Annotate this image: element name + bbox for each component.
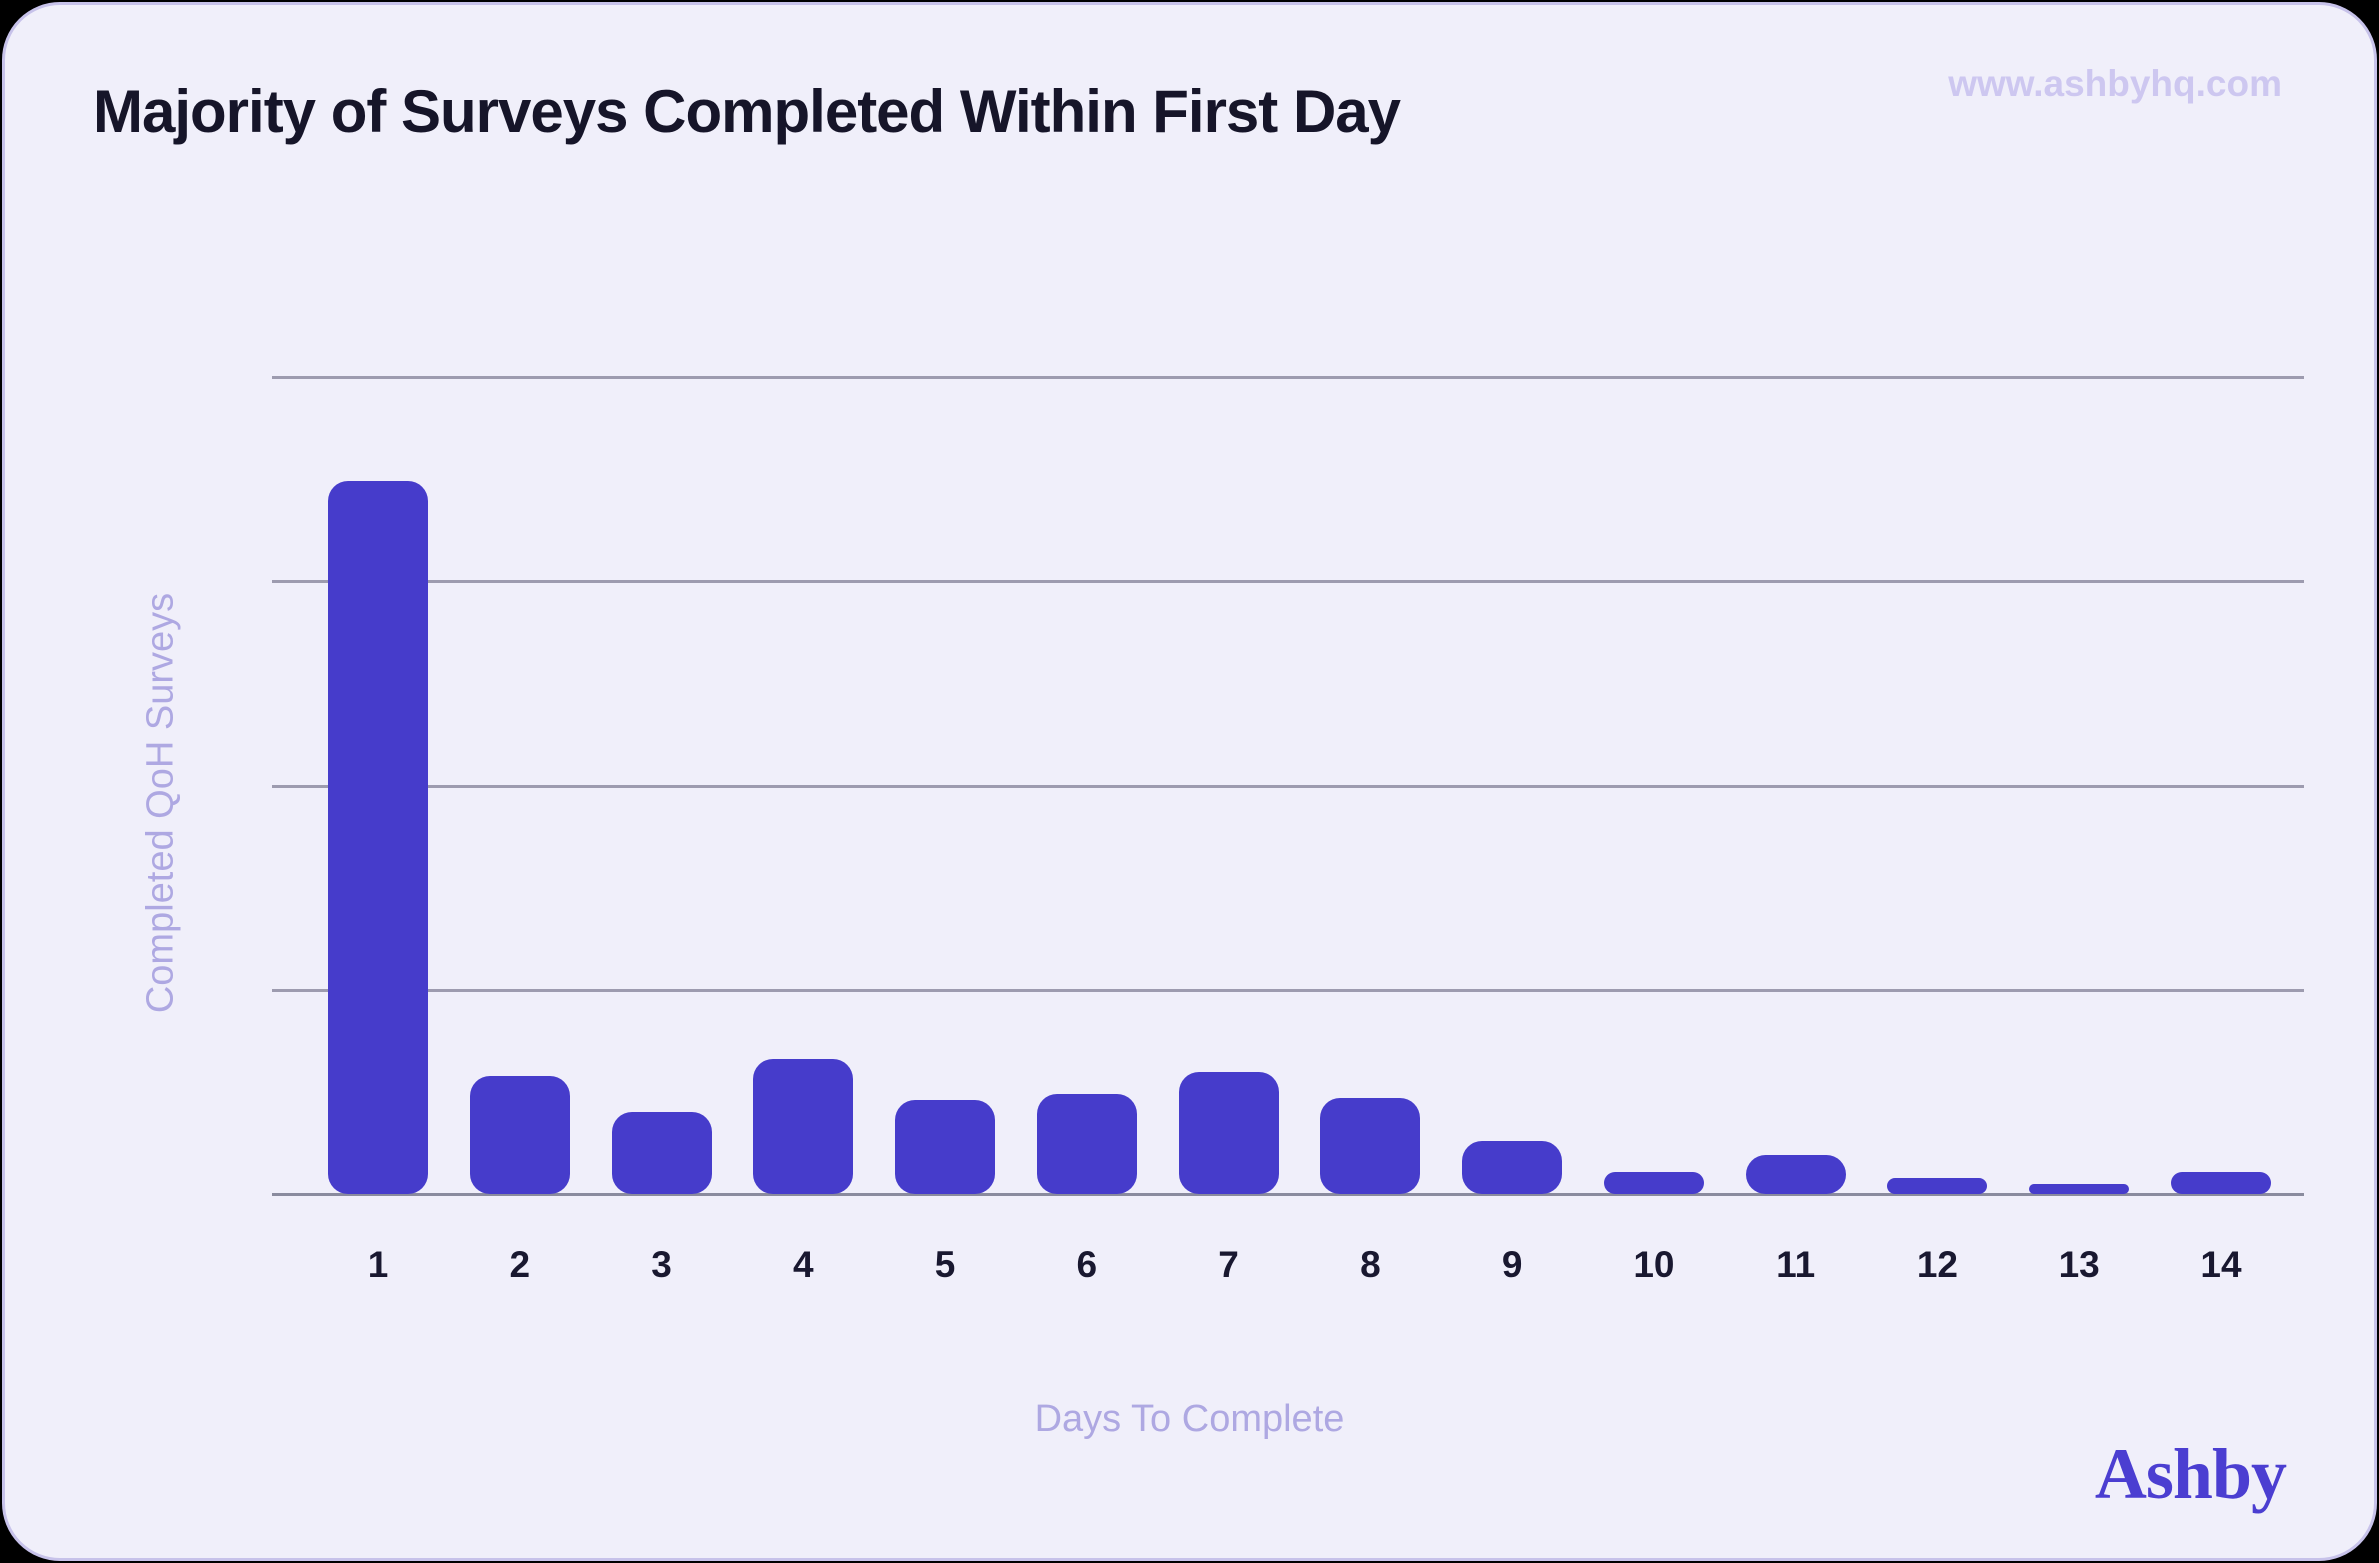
x-tick-label-14: 14	[2200, 1244, 2242, 1285]
brand-wordmark: Ashby	[2094, 1434, 2287, 1514]
bar-day-10	[1603, 1171, 1704, 1194]
x-tick-label-9: 9	[1501, 1244, 1523, 1285]
x-axis-line	[272, 1193, 2304, 1196]
gridline	[272, 580, 2304, 584]
bar-day-2	[469, 1075, 570, 1194]
x-tick-label-1: 1	[367, 1244, 389, 1285]
bar-day-6	[1036, 1093, 1137, 1194]
x-tick-label-11: 11	[1776, 1244, 1816, 1285]
x-tick-label-12: 12	[1916, 1244, 1958, 1285]
bar-day-9	[1462, 1140, 1563, 1194]
bar-day-12	[1887, 1177, 1988, 1194]
plot-area	[272, 376, 2304, 1196]
gridline	[272, 376, 2304, 379]
gridline	[272, 988, 2304, 992]
bar-day-13	[2029, 1183, 2130, 1194]
bar-day-8	[1320, 1098, 1421, 1194]
bar-series	[328, 379, 2271, 1194]
x-tick-labels: 1 2 3 4 5 6 7 8 9 10 11 12 13 14	[328, 1243, 2271, 1287]
bar-day-4	[753, 1059, 854, 1194]
x-tick-label-3: 3	[651, 1244, 672, 1285]
x-tick-label-4: 4	[793, 1244, 814, 1285]
gridline	[272, 784, 2304, 788]
site-url-text: www.ashbyhq.com	[1948, 63, 2282, 104]
y-axis-label: Completed QoH Surveys	[139, 592, 182, 1014]
bar-day-5	[895, 1100, 996, 1194]
x-tick-label-6: 6	[1076, 1244, 1098, 1285]
chart-title: Majority of Surveys Completed Within Fir…	[93, 78, 1401, 145]
bar-day-14	[2170, 1171, 2271, 1194]
bar-day-3	[611, 1112, 712, 1194]
x-tick-label-2: 2	[509, 1244, 531, 1285]
x-tick-label-8: 8	[1360, 1244, 1381, 1285]
x-tick-label-13: 13	[2058, 1244, 2100, 1285]
x-tick-label-10: 10	[1633, 1244, 1675, 1285]
bar-day-7	[1178, 1071, 1279, 1194]
x-tick-label-5: 5	[934, 1244, 956, 1285]
x-tick-label-7: 7	[1218, 1244, 1239, 1285]
x-axis-label: Days To Complete	[1034, 1398, 1345, 1440]
bar-day-11	[1745, 1155, 1846, 1194]
bar-day-1	[328, 481, 428, 1194]
